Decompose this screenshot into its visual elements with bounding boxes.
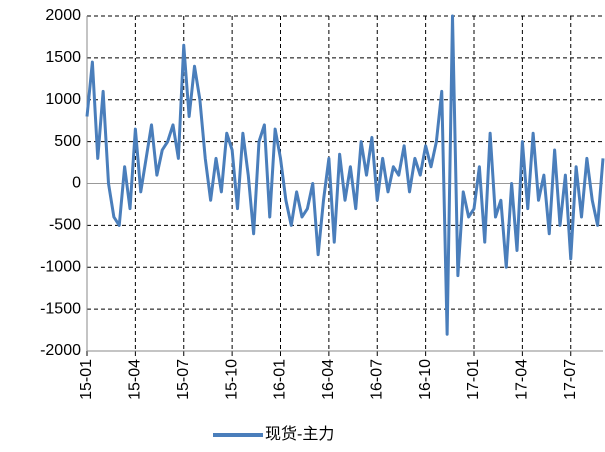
x-tick-label: 16-01: [272, 359, 289, 400]
x-tick-label: 16-04: [320, 359, 337, 400]
y-tick-label: 500: [54, 133, 81, 150]
y-tick-label: 2000: [45, 7, 81, 24]
y-tick-label: -2000: [40, 342, 81, 359]
y-tick-label: -1000: [40, 258, 81, 275]
y-tick-label: 0: [72, 175, 81, 192]
y-tick-label: -1500: [40, 300, 81, 317]
x-tick-label: 15-01: [78, 359, 95, 400]
x-tick-label: 15-04: [127, 359, 144, 400]
series-line: [85, 14, 605, 336]
y-tick-label: 1000: [45, 91, 81, 108]
x-tick-label: 17-07: [562, 359, 579, 400]
x-tick-label: 16-07: [368, 359, 385, 400]
y-tick-label: 1500: [45, 49, 81, 66]
legend-label: 现货-主力: [265, 425, 334, 443]
x-tick-label: 16-10: [417, 359, 434, 400]
y-tick-label: -500: [49, 217, 81, 234]
x-tick-label: 17-04: [514, 359, 531, 400]
x-tick-label: 15-07: [175, 359, 192, 400]
x-tick-label: 15-10: [223, 359, 240, 400]
x-tick-label: 17-01: [465, 359, 482, 400]
